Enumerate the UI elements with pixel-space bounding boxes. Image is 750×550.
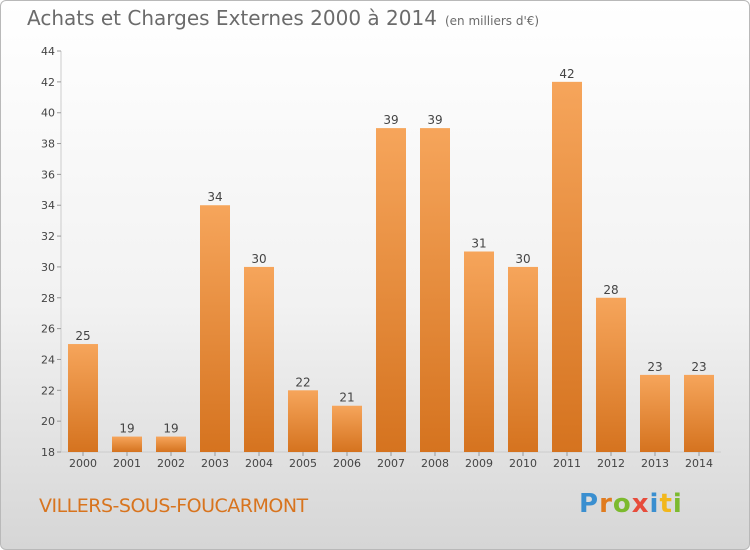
data-label: 39 (427, 113, 442, 127)
y-tick-label: 40 (41, 107, 55, 120)
logo-letter: o (612, 489, 632, 519)
chart-title: Achats et Charges Externes 2000 à 2014 (e… (27, 6, 539, 30)
x-tick-label: 2006 (333, 457, 361, 470)
x-tick-label: 2001 (113, 457, 141, 470)
x-tick-label: 2003 (201, 457, 229, 470)
y-tick-label: 34 (41, 199, 55, 212)
bar (68, 344, 98, 452)
chart-title-text: Achats et Charges Externes 2000 à 2014 (27, 6, 437, 30)
y-tick-label: 20 (41, 415, 55, 428)
bar (420, 128, 450, 452)
logo-letter: x (631, 489, 650, 519)
x-tick-label: 2008 (421, 457, 449, 470)
data-label: 28 (603, 283, 618, 297)
bar (596, 297, 626, 452)
data-label: 23 (647, 360, 662, 374)
x-tick-label: 2004 (245, 457, 273, 470)
y-tick-label: 28 (41, 292, 55, 305)
bar (552, 81, 582, 452)
chart-unit: (en milliers d'€) (444, 14, 540, 28)
bar (112, 436, 142, 452)
data-label: 23 (691, 360, 706, 374)
bar (464, 251, 494, 452)
bar (684, 374, 714, 452)
bar (200, 205, 230, 452)
y-tick-label: 42 (41, 76, 55, 89)
bar (508, 266, 538, 452)
bar (244, 266, 274, 452)
logo-letter: P (579, 489, 600, 519)
bar (156, 436, 186, 452)
y-tick-label: 44 (41, 45, 55, 58)
bar (640, 374, 670, 452)
data-label: 30 (515, 252, 530, 266)
logo-letter: t (659, 489, 673, 519)
logo-letter: i (672, 489, 683, 519)
data-label: 30 (251, 252, 266, 266)
data-label: 34 (207, 190, 222, 204)
x-tick-label: 2000 (69, 457, 97, 470)
y-tick-label: 36 (41, 168, 55, 181)
bar (376, 128, 406, 452)
x-tick-label: 2010 (509, 457, 537, 470)
bar (332, 405, 362, 452)
y-tick-label: 38 (41, 138, 55, 151)
x-tick-label: 2011 (553, 457, 581, 470)
commune-name: VILLERS-SOUS-FOUCARMONT (39, 495, 308, 517)
x-tick-label: 2002 (157, 457, 185, 470)
y-tick-label: 24 (41, 353, 55, 366)
proxiti-logo: Proxiti (579, 489, 683, 519)
logo-letter: r (599, 489, 613, 519)
data-label: 19 (119, 422, 134, 436)
data-label: 19 (163, 422, 178, 436)
x-tick-label: 2007 (377, 457, 405, 470)
data-label: 39 (383, 113, 398, 127)
x-tick-label: 2014 (685, 457, 713, 470)
data-label: 42 (559, 67, 574, 81)
x-tick-label: 2013 (641, 457, 669, 470)
data-label: 31 (471, 237, 486, 251)
y-tick-label: 30 (41, 261, 55, 274)
logo-letter: i (649, 489, 660, 519)
y-tick-label: 22 (41, 384, 55, 397)
data-label: 22 (295, 375, 310, 389)
y-tick-label: 18 (41, 446, 55, 459)
x-tick-label: 2012 (597, 457, 625, 470)
y-tick-label: 32 (41, 230, 55, 243)
x-tick-label: 2005 (289, 457, 317, 470)
data-label: 25 (75, 329, 90, 343)
bar (288, 390, 318, 452)
x-tick-label: 2009 (465, 457, 493, 470)
data-label: 21 (339, 391, 354, 405)
y-tick-label: 26 (41, 323, 55, 336)
